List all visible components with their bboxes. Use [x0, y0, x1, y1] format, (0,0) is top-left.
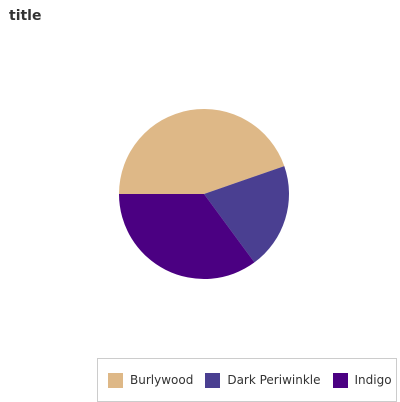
pie-slice-dark-periwinkle	[204, 166, 289, 263]
pie-slice-burlywood	[119, 109, 285, 194]
legend-label: Burlywood	[130, 373, 194, 387]
legend-item: Burlywood	[108, 372, 194, 388]
legend-swatch	[332, 372, 348, 388]
legend-item: Dark Periwinkle	[205, 372, 321, 388]
legend-swatch	[205, 372, 221, 388]
legend-swatch	[108, 372, 123, 388]
legend-label: Dark Periwinkle	[227, 373, 321, 387]
legend: Burlywood Dark Periwinkle Indigo	[97, 358, 397, 402]
pie-slice-indigo	[119, 194, 255, 280]
legend-label: Indigo	[354, 373, 392, 387]
legend-item: Indigo	[332, 372, 392, 388]
chart-title: title	[9, 8, 42, 24]
